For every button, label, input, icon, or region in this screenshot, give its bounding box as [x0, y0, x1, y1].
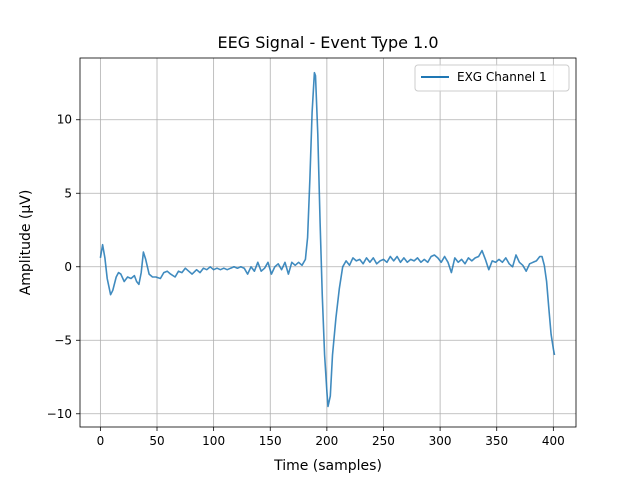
x-tick-label: 150: [259, 434, 282, 448]
y-tick-label: −5: [54, 333, 72, 347]
legend-box: [414, 64, 570, 92]
x-tick-label: 250: [372, 434, 395, 448]
series-line: [99, 71, 556, 408]
tick-layer: 0 50 100 150 200 250 300 350 400 −10 −5 0 5 10: [47, 113, 565, 448]
chart-title: EEG Signal - Event Type 1.0: [218, 33, 439, 52]
y-tick-label: 0: [64, 260, 72, 274]
x-tick-label: 0: [97, 434, 105, 448]
legend-label: EXG Channel 1: [457, 70, 547, 84]
legend: EXG Channel 1: [414, 64, 570, 92]
x-tick-label: 50: [149, 434, 164, 448]
y-tick-label: 5: [64, 186, 72, 200]
y-tick-label: 10: [57, 113, 72, 127]
x-tick-label: 350: [485, 434, 508, 448]
plot-frame: [79, 57, 577, 428]
x-axis-label: Time (samples): [273, 458, 382, 474]
x-tick-label: 100: [202, 434, 225, 448]
y-tick-label: −10: [47, 407, 72, 421]
y-axis-label: Amplitude (µV): [18, 190, 34, 296]
grid-layer: [80, 58, 576, 427]
x-tick-label: 400: [542, 434, 565, 448]
x-tick-label: 200: [315, 434, 338, 448]
series-layer: [99, 71, 556, 408]
x-tick-label: 300: [429, 434, 452, 448]
